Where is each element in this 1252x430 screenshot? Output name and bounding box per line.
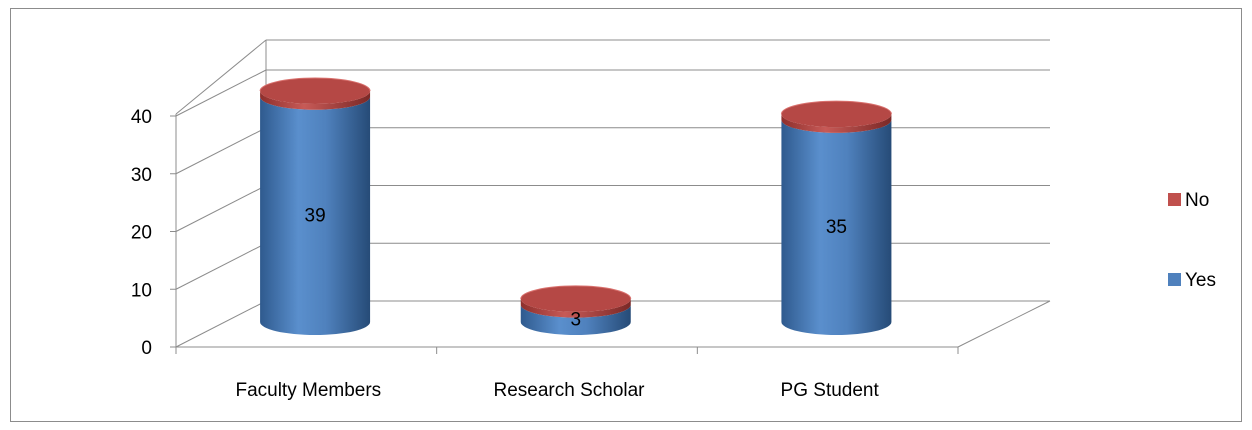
y-tick-label-1: 10 bbox=[131, 280, 152, 301]
bar-no-top-rim-0 bbox=[259, 77, 371, 92]
bar-yes-1 bbox=[520, 304, 631, 335]
data-label-0: 39 bbox=[305, 205, 326, 226]
cylinder-0 bbox=[259, 77, 371, 336]
grid-layer bbox=[175, 39, 1050, 348]
grid-diagonal-top bbox=[175, 39, 267, 115]
chart-frame bbox=[10, 8, 1242, 422]
data-label-1: 3 bbox=[570, 309, 581, 330]
legend-label-no: No bbox=[1185, 190, 1209, 211]
grid-diagonal-1 bbox=[175, 242, 267, 290]
data-label-2: 35 bbox=[826, 217, 847, 238]
x-tick-label-0: Faculty Members bbox=[235, 380, 381, 401]
y-tick-label-2: 20 bbox=[131, 223, 152, 244]
grid-diagonal-0 bbox=[175, 300, 267, 348]
grid-diagonal-3 bbox=[175, 127, 267, 175]
bar-yes-2 bbox=[781, 119, 892, 335]
bar-no-top-rim-1 bbox=[520, 285, 632, 299]
x-tick-label-1: Research Scholar bbox=[493, 380, 645, 401]
bar-no-top-rim-2 bbox=[780, 100, 892, 115]
bar-no-top-0 bbox=[260, 78, 371, 104]
bar-no-1 bbox=[520, 298, 631, 318]
bar-no-top-2 bbox=[781, 101, 892, 128]
grid-diagonal-2 bbox=[175, 185, 267, 232]
grid-diagonal-4 bbox=[175, 69, 267, 117]
cylinder-1 bbox=[520, 285, 632, 335]
floor-right-edge bbox=[957, 300, 1051, 348]
y-tick-label-4: 40 bbox=[131, 107, 152, 128]
bar-no-2 bbox=[781, 114, 892, 133]
bar-no-0 bbox=[260, 91, 371, 110]
legend: No Yes bbox=[1168, 190, 1216, 291]
legend-swatch-yes bbox=[1168, 273, 1181, 286]
x-tick-label-2: PG Student bbox=[781, 380, 880, 401]
labels-layer: Faculty Members Research Scholar PG Studen… bbox=[235, 205, 879, 401]
bar-yes-0 bbox=[260, 96, 371, 336]
bars-layer bbox=[259, 77, 892, 336]
cylinder-2 bbox=[780, 100, 892, 335]
legend-label-yes: Yes bbox=[1185, 270, 1216, 291]
y-tick-label-0: 0 bbox=[141, 338, 152, 359]
y-tick-label-3: 30 bbox=[131, 165, 152, 186]
legend-swatch-no bbox=[1168, 193, 1181, 206]
bar-no-top-1 bbox=[520, 285, 631, 312]
